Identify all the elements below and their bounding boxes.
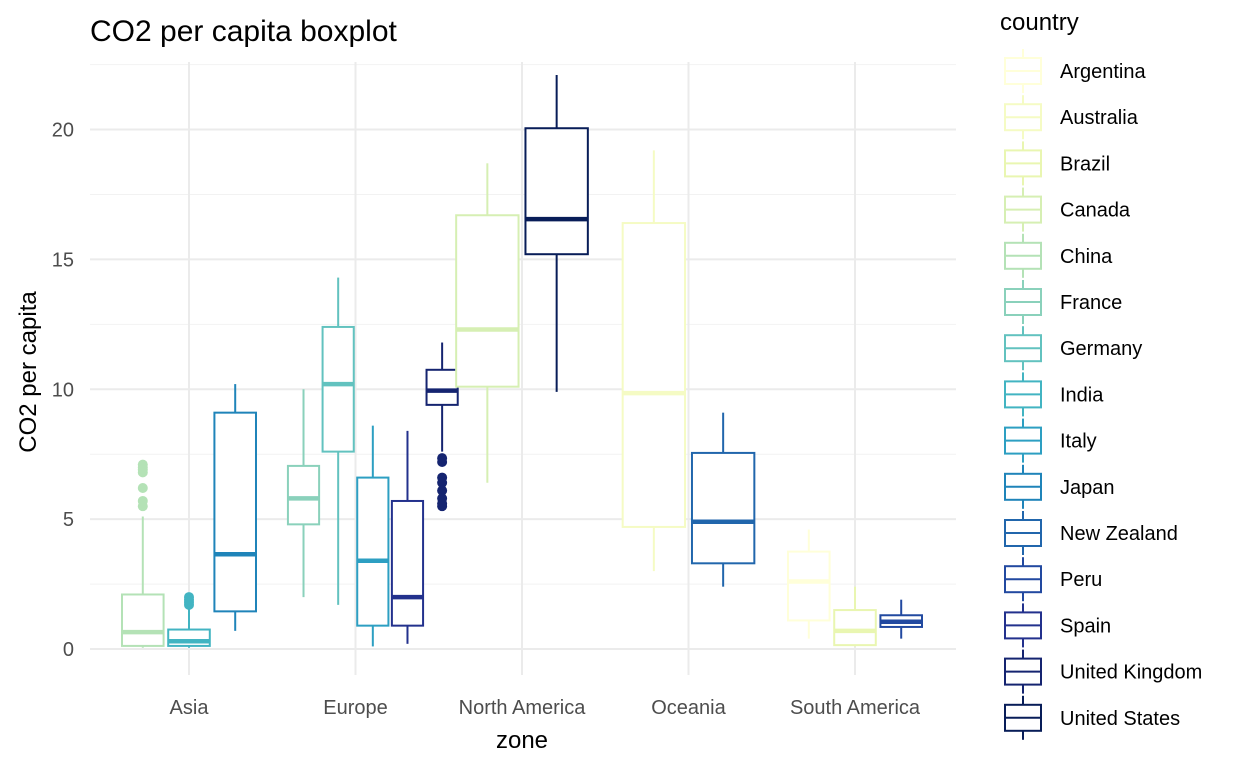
legend-item-australia: Australia	[1004, 95, 1139, 140]
box-china	[121, 459, 165, 648]
box-body	[121, 593, 165, 647]
legend-item-peru: Peru	[1004, 557, 1102, 602]
box-canada	[455, 163, 520, 483]
box-body	[833, 609, 877, 647]
outlier-point	[137, 495, 148, 506]
grid-lines	[90, 62, 956, 675]
axis-tick-labels: 0 5 10 15 20 Asia Europe North America Oceania So…	[52, 120, 921, 719]
outlier-point	[437, 485, 448, 496]
legend-item-new-zealand: New Zealand	[1004, 511, 1178, 555]
outlier-point	[437, 477, 448, 488]
box-body	[321, 325, 355, 453]
legend-item-japan: Japan	[1004, 464, 1115, 509]
box-peru	[879, 599, 923, 639]
box-body	[524, 127, 589, 256]
legend-item-france: France	[1004, 280, 1122, 324]
box-body	[213, 411, 257, 613]
boxes	[121, 74, 923, 648]
legend-label: France	[1060, 292, 1122, 314]
box-body	[690, 451, 756, 565]
y-tick-label: 5	[63, 509, 74, 531]
y-tick-label: 10	[52, 379, 74, 401]
outlier-point	[184, 592, 194, 603]
x-tick-label: North America	[459, 697, 587, 719]
legend-label: Argentina	[1060, 61, 1146, 83]
outlier-point	[137, 459, 148, 470]
x-tick-label: Oceania	[651, 697, 726, 719]
legend-label: United Kingdom	[1060, 662, 1202, 684]
box-body	[356, 476, 390, 627]
box-spain	[390, 430, 425, 644]
legend-label: India	[1060, 384, 1104, 406]
y-tick-label: 0	[63, 639, 74, 661]
chart-title: CO2 per capita boxplot	[90, 15, 398, 48]
legend-label: Japan	[1060, 477, 1115, 499]
legend-label: Germany	[1060, 338, 1142, 360]
x-axis-title: zone	[496, 727, 548, 754]
legend-item-united-kingdom: United Kingdom	[1004, 649, 1202, 694]
box-body	[286, 464, 321, 526]
box-body	[621, 222, 687, 528]
legend-label: Australia	[1060, 107, 1139, 129]
legend-item-italy: Italy	[1004, 418, 1097, 463]
legend-label: Italy	[1060, 431, 1097, 453]
box-germany	[321, 277, 355, 605]
outlier-point	[437, 453, 448, 464]
box-italy	[356, 425, 390, 647]
box-japan	[213, 384, 257, 631]
legend-item-india: India	[1004, 372, 1104, 417]
legend-label: China	[1060, 246, 1113, 268]
y-axis-title: CO2 per capita	[15, 291, 42, 453]
box-united-kingdom	[425, 342, 459, 512]
x-tick-label: Asia	[170, 697, 210, 719]
legend-item-brazil: Brazil	[1004, 141, 1110, 186]
box-argentina	[787, 529, 831, 639]
legend-item-china: China	[1004, 233, 1113, 278]
x-tick-label: Europe	[323, 697, 388, 719]
legend: Argentina Australia Brazil Canada China Franc…	[1004, 49, 1202, 740]
legend-item-united-states: United States	[1004, 695, 1180, 740]
legend-item-canada: Canada	[1004, 187, 1131, 232]
box-brazil	[833, 586, 877, 647]
box-france	[286, 389, 321, 598]
legend-item-spain: Spain	[1004, 603, 1111, 648]
legend-item-germany: Germany	[1004, 326, 1142, 371]
legend-label: New Zealand	[1060, 523, 1178, 545]
legend-item-argentina: Argentina	[1004, 49, 1146, 93]
x-tick-label: South America	[790, 697, 921, 719]
outlier-point	[437, 501, 448, 512]
legend-label: Brazil	[1060, 153, 1110, 175]
box-body	[455, 214, 520, 388]
outlier-point	[137, 482, 148, 493]
legend-label: Canada	[1060, 200, 1131, 222]
box-body	[425, 368, 459, 406]
y-tick-label: 15	[52, 249, 74, 271]
box-united-states	[524, 74, 589, 392]
box-new-zealand	[690, 412, 756, 587]
box-india	[167, 592, 211, 648]
box-australia	[621, 150, 687, 572]
legend-label: Spain	[1060, 615, 1111, 637]
box-body	[787, 550, 831, 622]
box-body	[390, 499, 425, 627]
legend-title: country	[1000, 9, 1079, 36]
y-tick-label: 20	[52, 120, 74, 142]
legend-label: Peru	[1060, 569, 1102, 591]
legend-label: United States	[1060, 708, 1180, 730]
